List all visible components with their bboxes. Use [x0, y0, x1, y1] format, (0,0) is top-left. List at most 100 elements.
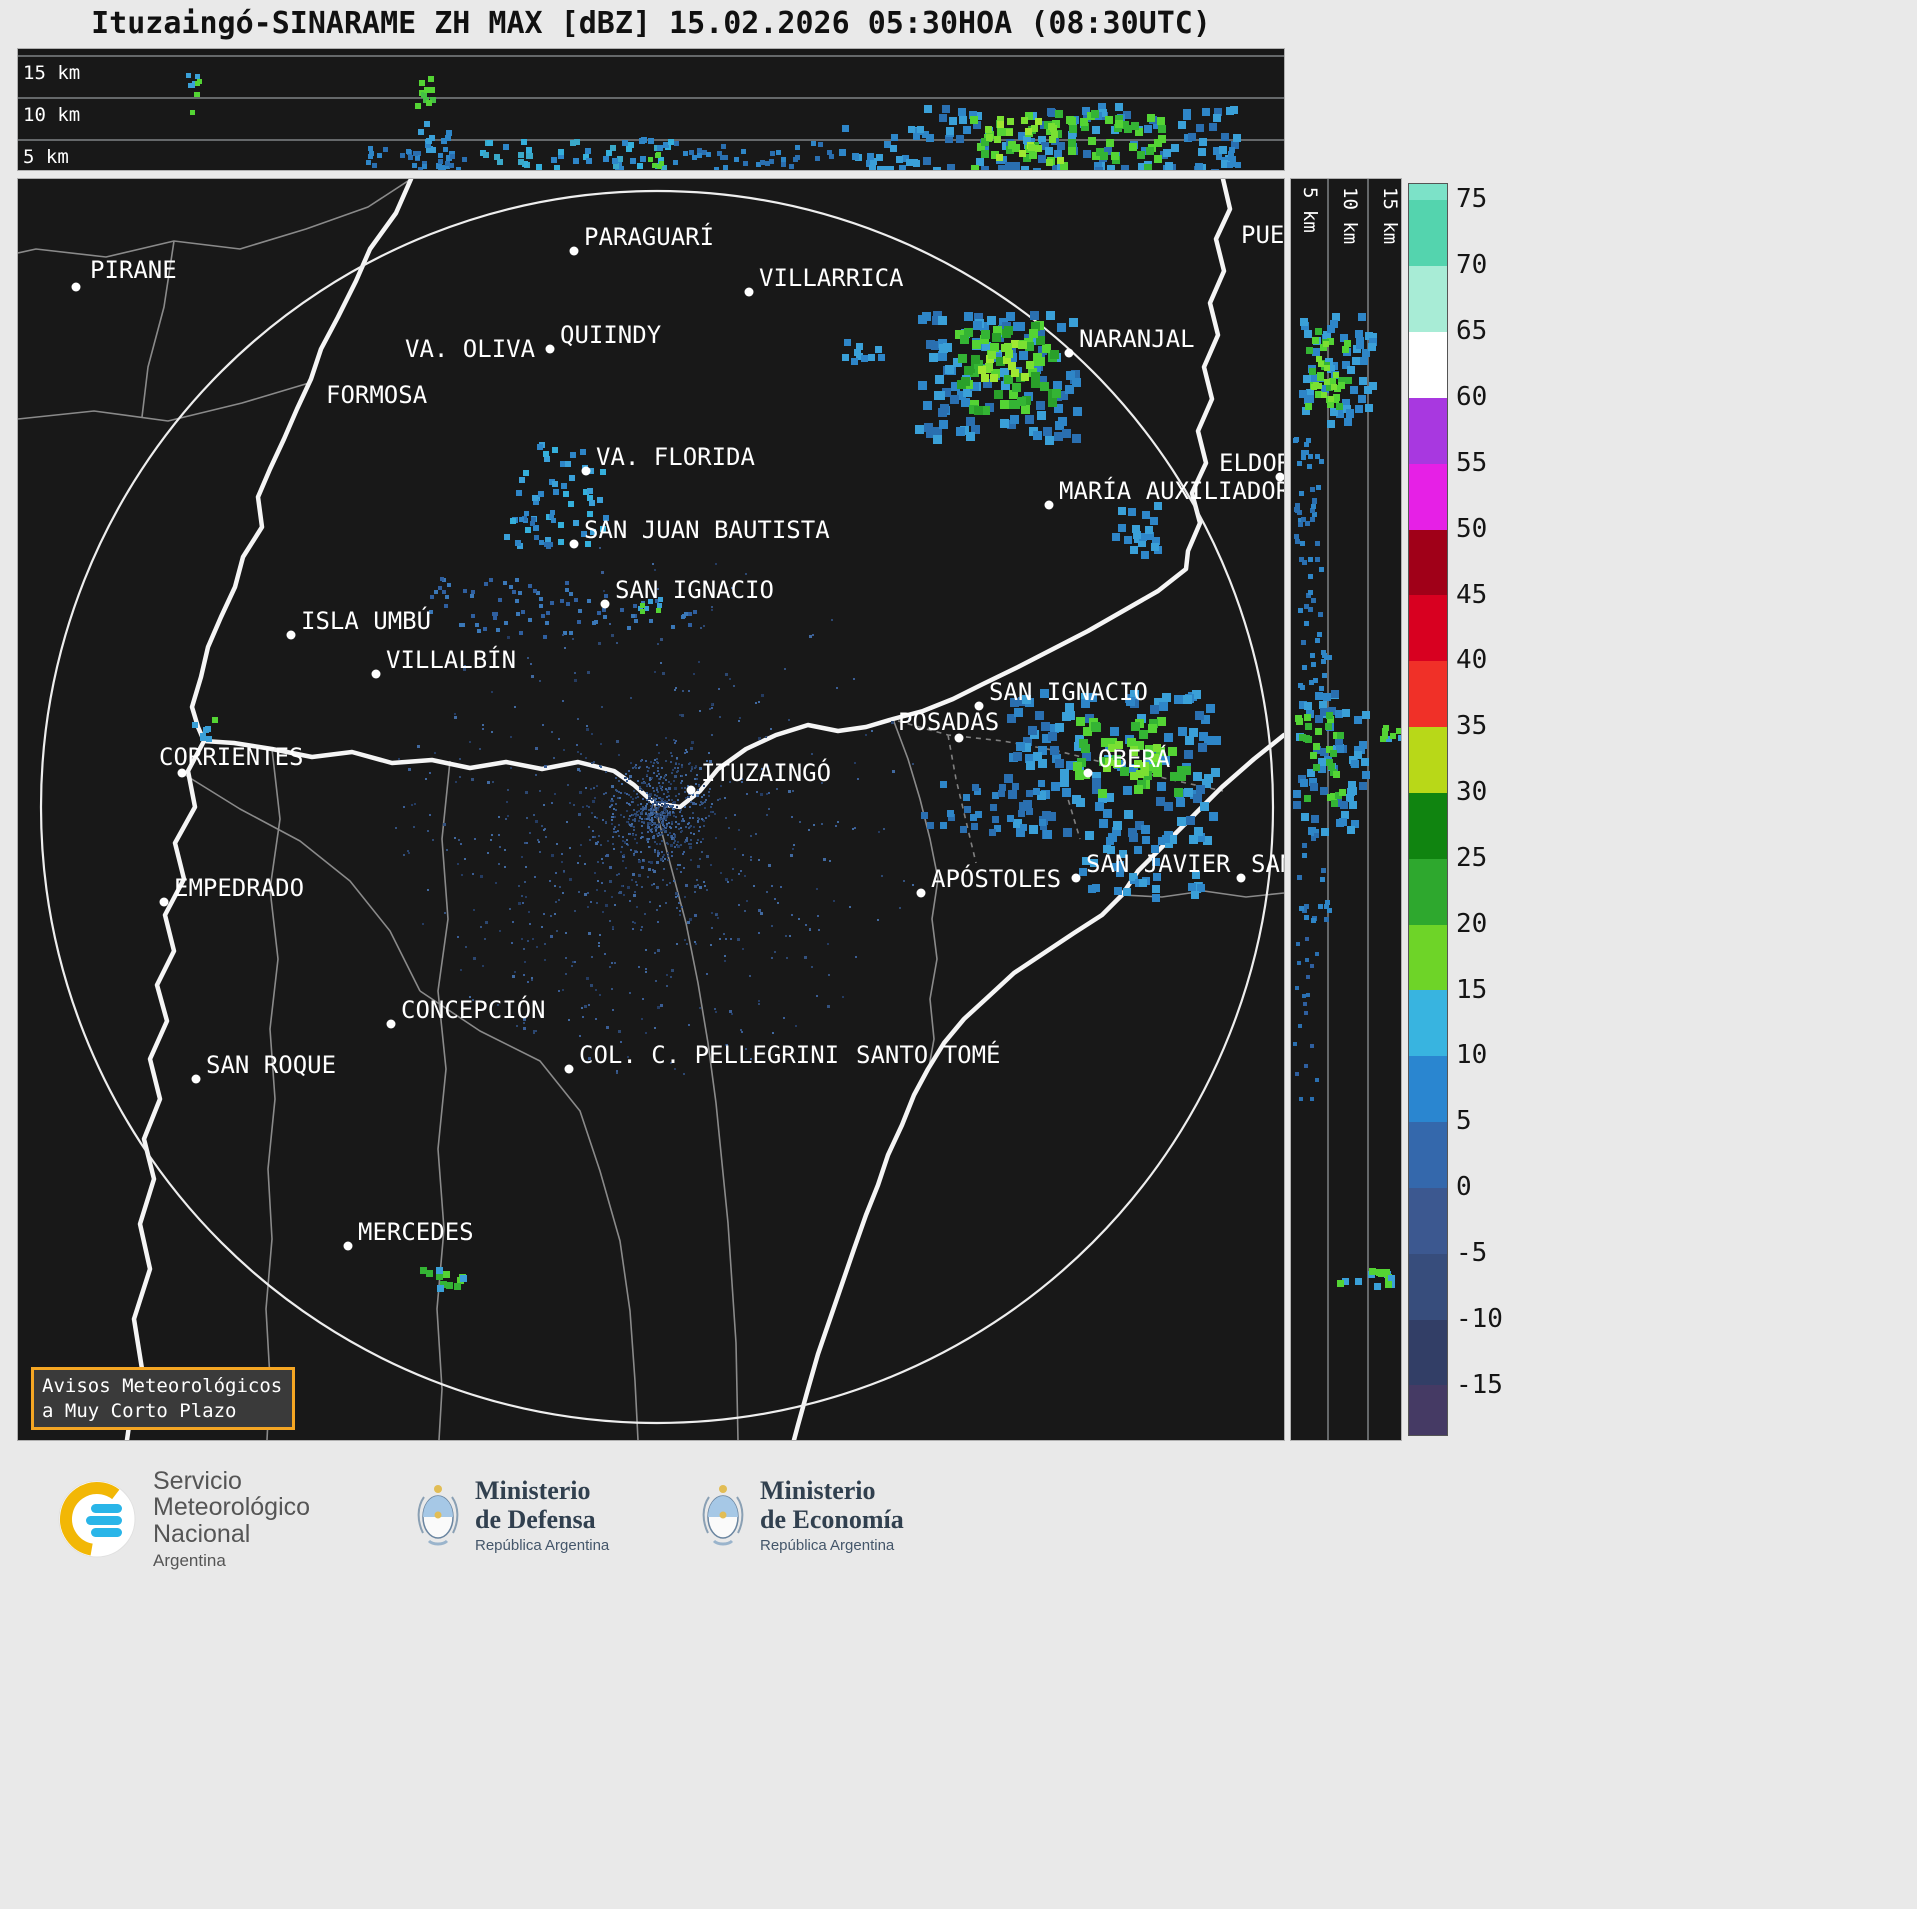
radar-echo	[583, 489, 589, 495]
alert-line2: a Muy Corto Plazo	[42, 1399, 237, 1422]
clutter-echo	[700, 801, 702, 803]
clutter-echo	[675, 740, 677, 742]
radar-echo	[986, 134, 993, 141]
clutter-echo	[596, 902, 598, 904]
clutter-echo	[656, 758, 658, 760]
clutter-echo	[652, 765, 654, 767]
clutter-echo	[670, 805, 672, 807]
clutter-echo	[554, 913, 556, 915]
radar-echo	[926, 340, 935, 349]
clutter-echo	[755, 833, 757, 835]
clutter-echo	[776, 788, 778, 790]
radar-echo	[1141, 768, 1149, 776]
clutter-echo	[816, 888, 818, 890]
radar-echo	[192, 722, 198, 728]
clutter-echo	[566, 821, 568, 823]
radar-echo	[997, 128, 1005, 136]
clutter-echo	[589, 839, 591, 841]
clutter-echo	[454, 716, 457, 719]
clutter-echo	[544, 943, 546, 945]
clutter-echo	[643, 808, 645, 810]
radar-echo	[940, 781, 947, 788]
colorbar-tick-label: -15	[1456, 1369, 1503, 1400]
radar-echo	[1157, 782, 1166, 791]
radar-echo	[533, 525, 539, 531]
radar-echo	[1300, 685, 1305, 690]
clutter-echo	[624, 841, 626, 843]
clutter-echo	[459, 776, 461, 778]
radar-echo	[543, 451, 549, 457]
radar-echo	[1184, 750, 1193, 759]
clutter-echo	[654, 1027, 656, 1029]
clutter-echo	[561, 853, 563, 855]
city-label: VILLARRICA	[759, 264, 904, 292]
radar-echo	[1142, 511, 1150, 519]
radar-echo	[462, 157, 467, 162]
radar-echo	[1150, 517, 1158, 525]
radar-echo	[943, 343, 952, 352]
clutter-echo	[611, 785, 614, 788]
radar-echo	[503, 581, 507, 585]
clutter-echo	[535, 820, 538, 823]
radar-echo	[1359, 377, 1367, 385]
radar-echo	[884, 141, 891, 148]
radar-echo	[1042, 734, 1051, 743]
clutter-echo	[695, 943, 697, 945]
clutter-echo	[750, 835, 752, 837]
clutter-echo	[680, 809, 682, 811]
clutter-echo	[525, 866, 527, 868]
clutter-echo	[768, 864, 771, 867]
radar-echo	[1068, 131, 1076, 139]
radar-echo	[569, 475, 575, 481]
clutter-echo	[657, 850, 659, 852]
clutter-echo	[565, 973, 567, 975]
clutter-echo	[647, 826, 650, 829]
clutter-echo	[622, 860, 624, 862]
radar-echo	[1325, 723, 1332, 730]
clutter-echo	[788, 790, 791, 793]
radar-echo	[1188, 133, 1196, 141]
city-dot	[954, 733, 964, 743]
radar-echo	[568, 501, 574, 507]
clutter-echo	[724, 797, 726, 799]
radar-echo	[438, 153, 443, 158]
clutter-echo	[638, 810, 640, 812]
colorbar-tick-label: 40	[1456, 645, 1488, 676]
radar-echo	[668, 139, 674, 145]
clutter-echo	[678, 793, 680, 795]
clutter-echo	[671, 855, 673, 857]
clutter-echo	[827, 1005, 830, 1008]
clutter-echo	[681, 764, 683, 766]
radar-echo	[212, 717, 218, 723]
clutter-echo	[774, 951, 776, 953]
clutter-echo	[492, 781, 494, 783]
radar-echo	[1045, 436, 1054, 445]
radar-echo	[972, 340, 981, 349]
radar-echo	[1321, 385, 1329, 393]
radar-echo	[1021, 373, 1029, 381]
clutter-echo	[647, 770, 649, 772]
clutter-echo	[628, 803, 630, 805]
clutter-echo	[529, 923, 531, 925]
radar-echo	[1304, 1011, 1308, 1015]
clutter-echo	[588, 1057, 591, 1060]
clutter-echo	[673, 801, 676, 804]
clutter-echo	[563, 870, 565, 872]
radar-echo	[446, 130, 452, 136]
clutter-echo	[783, 1017, 785, 1019]
clutter-echo	[659, 778, 661, 780]
clutter-echo	[642, 778, 644, 780]
clutter-echo	[655, 980, 657, 982]
radar-echo	[1149, 719, 1158, 728]
radar-echo	[1144, 751, 1153, 760]
clutter-echo	[507, 636, 510, 639]
radar-echo	[206, 736, 212, 742]
clutter-echo	[587, 906, 589, 908]
city-dot	[343, 1241, 353, 1251]
clutter-echo	[676, 868, 678, 870]
radar-echo	[960, 335, 969, 344]
clutter-echo	[670, 761, 672, 763]
radar-echo	[1145, 764, 1154, 773]
clutter-echo	[680, 827, 682, 829]
radar-echo	[1319, 459, 1324, 464]
